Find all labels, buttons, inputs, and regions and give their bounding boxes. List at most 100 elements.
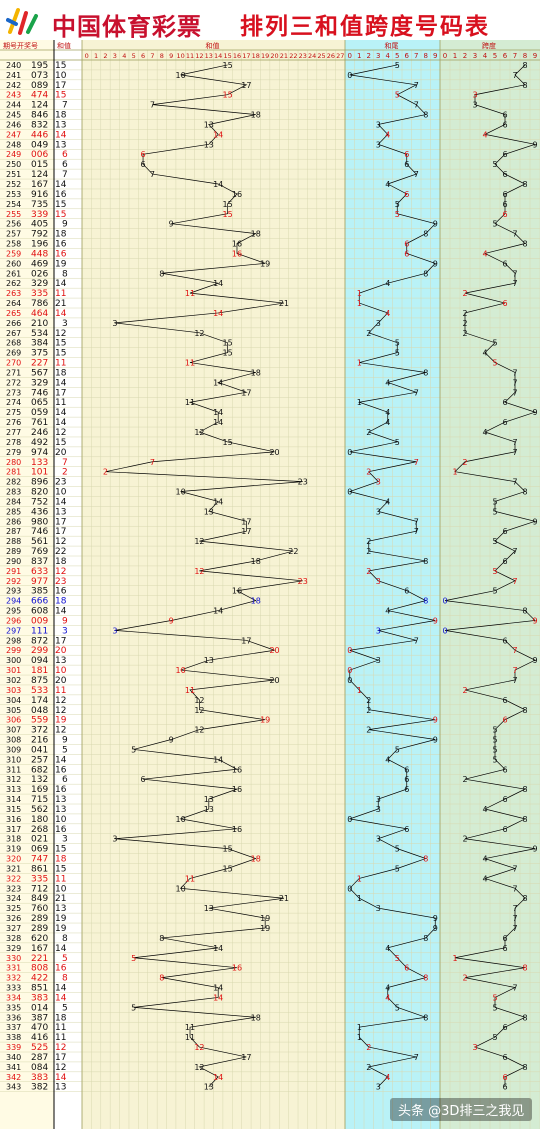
sum-series-point: 11 [185, 1033, 195, 1042]
span-series-point: 7 [512, 71, 517, 80]
tail-series-point: 3 [376, 507, 381, 516]
sum-series-point: 13 [204, 656, 214, 665]
draw-number: 769 [31, 547, 48, 557]
sum-series-point: 13 [204, 140, 214, 149]
draw-number: 181 [31, 666, 48, 676]
span-tick-label: 1 [453, 52, 457, 60]
draw-number: 009 [31, 616, 48, 626]
span-series-point: 8 [522, 61, 527, 70]
sum-series-point: 17 [241, 527, 251, 536]
tail-series-point: 0 [347, 646, 352, 655]
sum-series-point: 15 [222, 61, 232, 70]
draw-number: 065 [31, 398, 48, 408]
sum-short-value: 19 [55, 716, 67, 726]
span-series-point: 7 [512, 448, 517, 457]
sum-series-point: 14 [213, 418, 223, 427]
draw-number: 760 [31, 904, 48, 914]
sum-series-point: 20 [269, 676, 279, 685]
draw-number: 974 [31, 448, 48, 458]
tail-series-point: 6 [404, 240, 409, 249]
span-series-point: 6 [502, 944, 507, 953]
tail-series-point: 0 [347, 676, 352, 685]
draw-number: 089 [31, 81, 48, 91]
draw-number: 339 [31, 210, 48, 220]
sum-short-value: 13 [55, 805, 66, 815]
span-series-point: 7 [512, 230, 517, 239]
period-label: 266 [6, 319, 21, 328]
sum-series-point: 21 [279, 894, 289, 903]
period-label: 241 [6, 71, 21, 80]
span-series-point: 5 [492, 220, 497, 229]
draw-number: 875 [31, 676, 48, 686]
tail-series-point: 4 [385, 1073, 390, 1082]
draw-number: 525 [31, 1043, 48, 1053]
sum-short-value: 18 [55, 368, 67, 378]
sum-series-point: 19 [260, 716, 270, 725]
span-series-point: 4 [482, 249, 487, 258]
span-series-point: 8 [522, 1013, 527, 1022]
span-series-point: 2 [462, 458, 467, 467]
sum-short-value: 15 [55, 438, 66, 448]
sum-short-value: 3 [62, 626, 68, 636]
draw-number: 133 [31, 458, 48, 468]
sum-short-value: 3 [62, 319, 68, 329]
span-series-point: 5 [492, 726, 497, 735]
span-series-point: 6 [502, 1023, 507, 1032]
sum-short-value: 14 [55, 408, 67, 418]
period-label: 290 [6, 557, 21, 566]
sum-short-value: 12 [55, 726, 66, 736]
sum-series-point: 14 [213, 497, 223, 506]
sum-short-value: 5 [62, 745, 68, 755]
sum-series-point: 16 [232, 587, 242, 596]
sum-series-point: 6 [141, 775, 146, 784]
period-label: 298 [6, 636, 21, 645]
sum-short-value: 18 [55, 1013, 67, 1023]
span-series-point: 8 [522, 894, 527, 903]
tail-series-point: 1 [357, 686, 362, 695]
draw-number: 752 [31, 497, 48, 507]
sum-series-point: 6 [141, 150, 146, 159]
period-label: 314 [6, 795, 21, 804]
tail-series-point: 4 [385, 130, 390, 139]
period-label: 276 [6, 418, 21, 427]
draw-number: 006 [31, 150, 48, 160]
draw-number: 132 [31, 775, 48, 785]
period-label: 293 [6, 587, 21, 596]
span-series-point: 8 [522, 1063, 527, 1072]
sum-series-point: 3 [112, 626, 117, 635]
draw-number: 861 [31, 864, 48, 874]
span-series-point: 0 [442, 597, 447, 606]
period-label: 335 [6, 1003, 21, 1012]
sum-series-point: 14 [213, 944, 223, 953]
sum-short-value: 16 [55, 785, 67, 795]
tail-series-point: 7 [414, 101, 419, 110]
draw-number: 746 [31, 388, 48, 398]
tail-series-point: 3 [376, 140, 381, 149]
sum-series-point: 14 [213, 984, 223, 993]
draw-number: 384 [31, 339, 48, 349]
period-label: 311 [6, 765, 21, 774]
tail-series-point: 2 [366, 567, 371, 576]
sum-series-point: 10 [176, 884, 186, 893]
brand-name: 中国体育彩票 [52, 13, 202, 41]
sum-series-point: 19 [260, 924, 270, 933]
sum-short-value: 6 [62, 160, 68, 170]
sum-short-value: 17 [55, 81, 66, 91]
sum-short-band [54, 40, 82, 1129]
sum-tick-label: 20 [270, 52, 278, 60]
period-label: 303 [6, 686, 21, 695]
span-series-line [444, 64, 537, 1087]
sum-series-point: 15 [222, 349, 232, 358]
period-label: 259 [6, 249, 21, 258]
span-series-point: 6 [502, 1073, 507, 1082]
tail-series-point: 3 [376, 835, 381, 844]
period-label: 322 [6, 874, 21, 883]
span-series-point: 4 [482, 428, 487, 437]
tail-series-point: 0 [347, 448, 352, 457]
tail-series-line [348, 64, 436, 1087]
draw-number: 195 [31, 61, 48, 71]
sum-series-point: 10 [176, 815, 186, 824]
sum-series-point: 12 [194, 329, 204, 338]
tail-series-point: 6 [404, 765, 409, 774]
